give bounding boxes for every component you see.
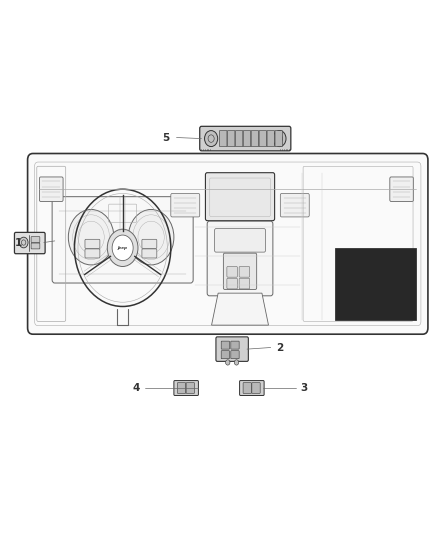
FancyBboxPatch shape xyxy=(52,197,193,283)
FancyBboxPatch shape xyxy=(231,351,239,359)
FancyBboxPatch shape xyxy=(227,278,237,289)
FancyBboxPatch shape xyxy=(243,383,251,393)
FancyBboxPatch shape xyxy=(85,239,100,248)
FancyBboxPatch shape xyxy=(259,131,267,147)
FancyBboxPatch shape xyxy=(216,337,248,361)
FancyBboxPatch shape xyxy=(215,229,265,252)
Circle shape xyxy=(273,131,286,147)
FancyBboxPatch shape xyxy=(240,381,264,395)
Circle shape xyxy=(19,237,28,248)
FancyBboxPatch shape xyxy=(142,249,157,258)
FancyBboxPatch shape xyxy=(239,266,250,277)
FancyBboxPatch shape xyxy=(252,383,260,393)
FancyBboxPatch shape xyxy=(221,351,230,359)
FancyBboxPatch shape xyxy=(171,193,200,217)
FancyBboxPatch shape xyxy=(142,239,157,248)
FancyBboxPatch shape xyxy=(221,341,230,349)
FancyBboxPatch shape xyxy=(275,131,283,147)
FancyBboxPatch shape xyxy=(350,284,369,297)
FancyBboxPatch shape xyxy=(39,177,63,201)
Text: 1: 1 xyxy=(15,238,22,247)
FancyBboxPatch shape xyxy=(207,221,273,296)
FancyBboxPatch shape xyxy=(243,131,251,147)
FancyBboxPatch shape xyxy=(205,173,275,221)
FancyBboxPatch shape xyxy=(85,249,100,258)
Text: Jeep: Jeep xyxy=(118,246,127,250)
Text: 3: 3 xyxy=(301,383,308,393)
Circle shape xyxy=(107,229,138,266)
FancyBboxPatch shape xyxy=(390,177,413,201)
FancyBboxPatch shape xyxy=(227,266,237,277)
Circle shape xyxy=(68,209,114,265)
FancyBboxPatch shape xyxy=(223,253,257,289)
FancyBboxPatch shape xyxy=(219,131,227,147)
Polygon shape xyxy=(335,248,416,320)
FancyBboxPatch shape xyxy=(31,237,40,243)
FancyBboxPatch shape xyxy=(174,381,198,395)
Circle shape xyxy=(205,131,218,147)
FancyBboxPatch shape xyxy=(280,193,309,217)
FancyBboxPatch shape xyxy=(239,278,250,289)
FancyBboxPatch shape xyxy=(28,154,428,334)
FancyBboxPatch shape xyxy=(235,131,243,147)
FancyBboxPatch shape xyxy=(186,383,194,393)
FancyBboxPatch shape xyxy=(267,131,275,147)
Circle shape xyxy=(128,209,174,265)
Circle shape xyxy=(226,360,230,365)
Circle shape xyxy=(112,235,133,261)
FancyBboxPatch shape xyxy=(14,232,45,254)
FancyBboxPatch shape xyxy=(227,131,235,147)
Text: 4: 4 xyxy=(132,383,139,393)
FancyBboxPatch shape xyxy=(231,341,239,349)
Circle shape xyxy=(234,360,239,365)
FancyBboxPatch shape xyxy=(31,243,40,249)
FancyBboxPatch shape xyxy=(251,131,259,147)
FancyBboxPatch shape xyxy=(177,383,186,393)
Text: 5: 5 xyxy=(162,133,169,142)
Text: 2: 2 xyxy=(276,343,283,352)
Polygon shape xyxy=(212,293,268,325)
FancyBboxPatch shape xyxy=(200,126,291,151)
